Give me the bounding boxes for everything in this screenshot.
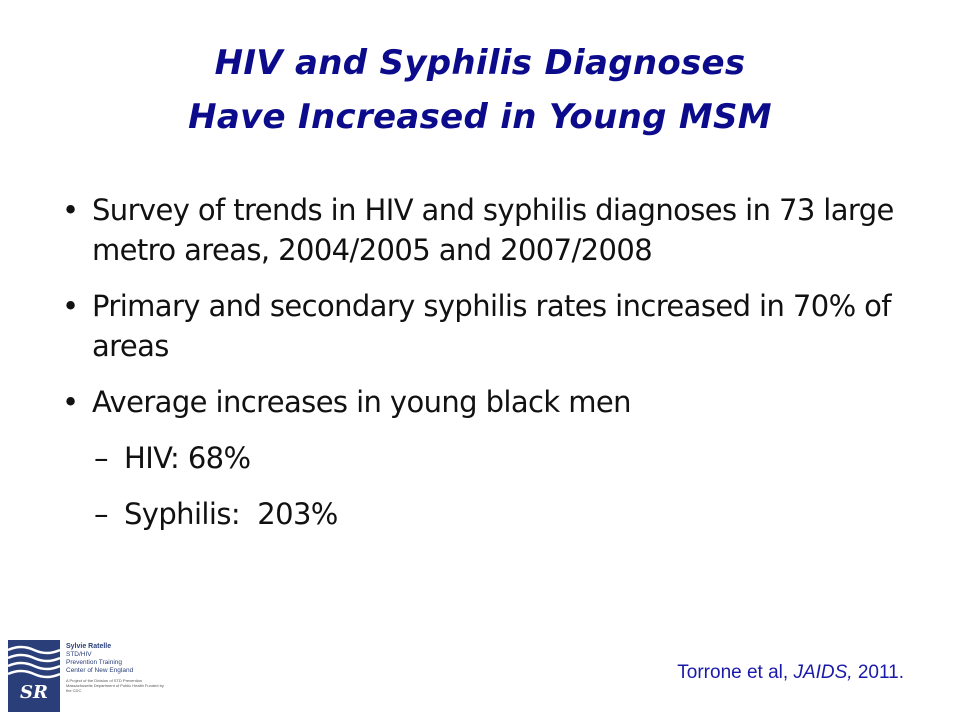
citation-authors: Torrone et al,: [677, 662, 794, 683]
citation: Torrone et al, JAIDS, 2011.: [677, 662, 904, 684]
logo-name: Sylvie Ratelle: [66, 643, 112, 650]
bullet-item: • Primary and secondary syphilis rates i…: [58, 286, 908, 366]
logo-small-text: A Project of the Division of STD Prevent…: [66, 678, 164, 693]
bullet-text: Primary and secondary syphilis rates inc…: [92, 289, 891, 363]
organization-logo: SR Sylvie Ratelle STD/HIV Prevention Tra…: [8, 640, 168, 716]
citation-journal: JAIDS,: [793, 662, 853, 683]
sylvie-ratelle-logo-icon: SR: [8, 640, 60, 712]
bullet-item: • Survey of trends in HIV and syphilis d…: [58, 190, 908, 270]
sub-bullet-item: – Syphilis: 203%: [58, 494, 908, 534]
sub-bullet-text: Syphilis: 203%: [124, 497, 338, 531]
logo-text: Sylvie Ratelle STD/HIV Prevention Traini…: [66, 642, 166, 693]
citation-year: 2011.: [852, 662, 904, 683]
logo-mark-label: SR: [20, 682, 48, 703]
title-line-2: Have Increased in Young MSM: [188, 97, 772, 137]
sub-bullet-item: – HIV: 68%: [58, 438, 908, 478]
bullet-text: Survey of trends in HIV and syphilis dia…: [92, 193, 894, 267]
bullet-text: Average increases in young black men: [92, 385, 631, 419]
bullet-marker: •: [62, 193, 79, 227]
title-line-1: HIV and Syphilis Diagnoses: [214, 43, 746, 83]
sub-bullet-marker: –: [94, 497, 109, 531]
logo-line-1: STD/HIV: [66, 651, 92, 658]
sub-bullet-text: HIV: 68%: [124, 441, 251, 475]
bullet-marker: •: [62, 289, 79, 323]
sub-bullet-marker: –: [94, 441, 109, 475]
slide-title: HIV and Syphilis Diagnoses Have Increase…: [40, 36, 920, 144]
logo-line-2: Prevention Training: [66, 659, 123, 666]
logo-line-3: Center of New England: [66, 667, 134, 674]
bullet-list: • Survey of trends in HIV and syphilis d…: [58, 190, 908, 550]
bullet-item: • Average increases in young black men: [58, 382, 908, 422]
bullet-marker: •: [62, 385, 79, 419]
